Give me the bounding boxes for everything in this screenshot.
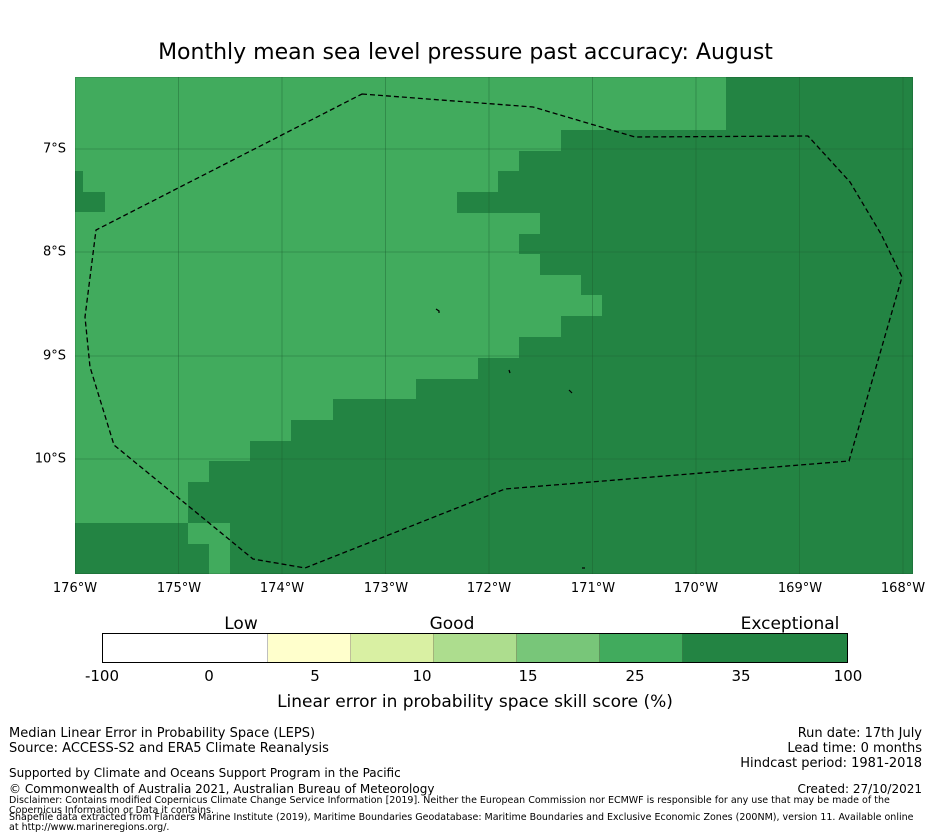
lat-tick-label: 9°S (42, 348, 66, 364)
support-note: Supported by Climate and Oceans Support … (9, 766, 401, 780)
colorbar-category-exceptional: Exceptional (740, 614, 840, 634)
island-marks (435, 308, 585, 569)
lon-tick-label: 174°W (259, 581, 305, 596)
colorbar-tick-label: 25 (625, 667, 645, 685)
lon-tick-label: 169°W (777, 581, 823, 596)
lat-tick-label: 8°S (42, 244, 66, 260)
lon-tick-label: 175°W (156, 581, 202, 596)
colorbar-category-good: Good (429, 614, 475, 634)
hindcast-period: Hindcast period: 1981-2018 (740, 756, 922, 771)
data-source: Source: ACCESS-S2 and ERA5 Climate Reana… (9, 741, 329, 756)
lon-tick-label: 172°W (466, 581, 512, 596)
colorbar-segment (600, 634, 683, 662)
colorbar-segment (351, 634, 434, 662)
disclaimer-text: Disclaimer: Contains modified Copernicus… (9, 795, 890, 816)
colorbar-tick-label: 100 (833, 667, 863, 685)
skill-map (75, 77, 913, 574)
colorbar-segment (103, 634, 268, 662)
colorbar-segment (268, 634, 351, 662)
lat-tick-label: 7°S (42, 141, 66, 157)
copyright-note: © Commonwealth of Australia 2021, Austra… (9, 782, 435, 796)
colorbar-tick-label: 35 (731, 667, 751, 685)
colorbar-tick-label: 10 (412, 667, 432, 685)
lead-time: Lead time: 0 months (787, 741, 922, 756)
leps-description: Median Linear Error in Probability Space… (9, 726, 316, 741)
graticule (75, 77, 913, 574)
lon-tick-label: 176°W (52, 581, 98, 596)
colorbar-tick-label: 5 (310, 667, 320, 685)
colorbar-segment (434, 634, 517, 662)
colorbar-segment (517, 634, 600, 662)
colorbar-category-low: Low (224, 614, 258, 634)
colorbar-tick-label: 0 (204, 667, 214, 685)
map-title: Monthly mean sea level pressure past acc… (158, 40, 773, 65)
eez-boundary (84, 93, 903, 569)
colorbar-label: Linear error in probability space skill … (277, 692, 673, 712)
lon-tick-label: 170°W (673, 581, 719, 596)
colorbar-tick-label: -100 (84, 667, 120, 685)
created-date: Created: 27/10/2021 (797, 782, 922, 796)
lat-tick-label: 10°S (34, 451, 66, 467)
colorbar-tick-label: 15 (518, 667, 538, 685)
colorbar (102, 633, 848, 663)
band-35-100-area (75, 77, 913, 574)
lon-tick-label: 171°W (570, 581, 616, 596)
colorbar-segment (683, 634, 847, 662)
lon-tick-label: 173°W (363, 581, 409, 596)
shapefile-credit: Shapefile data extracted from Flanders M… (9, 812, 914, 833)
lon-tick-label: 168°W (880, 581, 926, 596)
map-frame (75, 77, 913, 574)
run-date: Run date: 17th July (797, 726, 922, 741)
